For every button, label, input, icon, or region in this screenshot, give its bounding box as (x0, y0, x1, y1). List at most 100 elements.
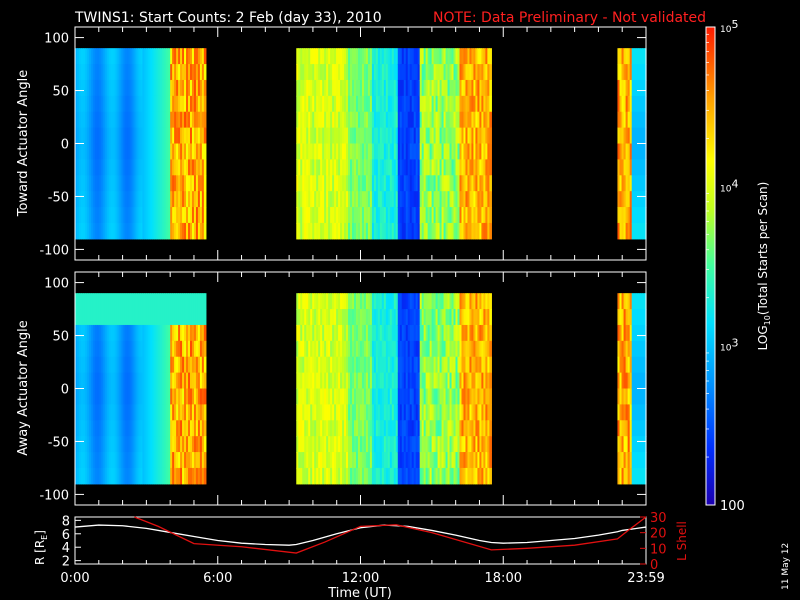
heatmap-cell (302, 95, 305, 113)
heatmap-cell (469, 207, 473, 224)
heatmap-cell (627, 293, 631, 310)
heatmap-cell (427, 127, 431, 145)
heatmap-cell (201, 324, 205, 342)
heatmap-cell (355, 356, 359, 374)
heatmap-cell (395, 143, 399, 160)
heatmap-cell (451, 127, 455, 145)
heatmap-cell (352, 324, 355, 342)
heatmap-cell (124, 372, 128, 390)
heatmap-cell (146, 222, 149, 240)
heatmap-cell (405, 420, 409, 437)
heatmap-cell (300, 48, 303, 65)
heatmap-cell (421, 467, 425, 485)
heatmap-cell (312, 95, 315, 113)
heatmap-cell (365, 388, 369, 405)
heatmap-cell (80, 324, 84, 342)
heatmap-cell (96, 48, 100, 65)
heatmap-cell (326, 111, 329, 129)
heatmap-cell (487, 420, 490, 437)
heatmap-cell (201, 452, 205, 469)
heatmap-cell (471, 159, 475, 176)
heatmap-cell (381, 452, 385, 469)
heatmap-cell (441, 467, 445, 485)
heatmap-cell (184, 127, 187, 145)
heatmap-cell (469, 111, 473, 129)
heatmap-cell (148, 48, 151, 65)
heatmap-cell (108, 404, 112, 421)
heatmap-cell (124, 388, 128, 405)
heatmap-cell (639, 340, 643, 358)
y-tick-label: 0 (61, 138, 69, 153)
heatmap-cell (334, 340, 337, 358)
heatmap-cell (178, 420, 181, 437)
heatmap-cell (475, 388, 479, 405)
heatmap-cell (437, 388, 441, 405)
heatmap-cell (443, 111, 447, 129)
heatmap-cell (433, 143, 437, 160)
heatmap-cell (318, 191, 321, 208)
heatmap-cell (485, 467, 488, 485)
heatmap-cell (471, 420, 475, 437)
heatmap-cell (314, 64, 317, 81)
heatmap-cell (352, 309, 355, 326)
heatmap-cell (338, 175, 341, 192)
heatmap-cell (298, 467, 301, 485)
heatmap-cell (357, 372, 361, 390)
heatmap-cell (186, 127, 189, 145)
heatmap-cell (76, 64, 80, 81)
heatmap-cell (324, 111, 327, 129)
heatmap-cell (144, 372, 147, 390)
heatmap-cell (84, 436, 88, 453)
heatmap-cell (144, 404, 147, 421)
heatmap-cell (489, 293, 492, 310)
heatmap-cell (300, 175, 303, 192)
heatmap-cell (82, 452, 86, 469)
heatmap-cell (162, 324, 165, 342)
heatmap-cell (203, 64, 207, 81)
heatmap-cell (633, 404, 637, 421)
heatmap-cell (302, 404, 305, 421)
heatmap-cell (443, 340, 447, 358)
heatmap-cell (435, 356, 439, 374)
heatmap-cell (160, 175, 163, 192)
heatmap-cell (621, 467, 625, 485)
heatmap-cell (78, 293, 82, 310)
heatmap-cell (397, 309, 401, 326)
heatmap-cell (312, 467, 315, 485)
heatmap-cell (328, 372, 331, 390)
heatmap-cell (427, 324, 431, 342)
heatmap-cell (318, 404, 321, 421)
heatmap-cell (176, 95, 179, 113)
heatmap-cell (328, 207, 331, 224)
heatmap-cell (485, 48, 488, 65)
heatmap-cell (635, 404, 639, 421)
heatmap-cell (619, 143, 623, 160)
heatmap-cell (415, 191, 419, 208)
heatmap-cell (359, 340, 363, 358)
heatmap-cell (88, 388, 92, 405)
heatmap-cell (483, 309, 486, 326)
heatmap-cell (451, 111, 455, 129)
heatmap-cell (627, 79, 631, 97)
heatmap-cell (449, 372, 453, 390)
heatmap-cell (621, 293, 625, 310)
heatmap-cell (302, 436, 305, 453)
heatmap-cell (441, 309, 445, 326)
heatmap-cell (195, 420, 199, 437)
time-tick-label: 6:00 (203, 571, 232, 586)
heatmap-cell (197, 175, 201, 192)
heatmap-cell (621, 420, 625, 437)
heatmap-cell (75, 309, 78, 326)
heatmap-cell (186, 356, 189, 374)
heatmap-cell (465, 159, 469, 176)
heatmap-cell (80, 79, 84, 97)
heatmap-cell (166, 111, 169, 129)
heatmap-cell (186, 467, 189, 485)
heatmap-cell (483, 64, 486, 81)
heatmap-cell (405, 452, 409, 469)
heatmap-cell (94, 111, 98, 129)
heatmap-cell (126, 111, 130, 129)
heatmap-cell (637, 191, 641, 208)
heatmap-cell (180, 309, 183, 326)
heatmap-cell (164, 340, 167, 358)
